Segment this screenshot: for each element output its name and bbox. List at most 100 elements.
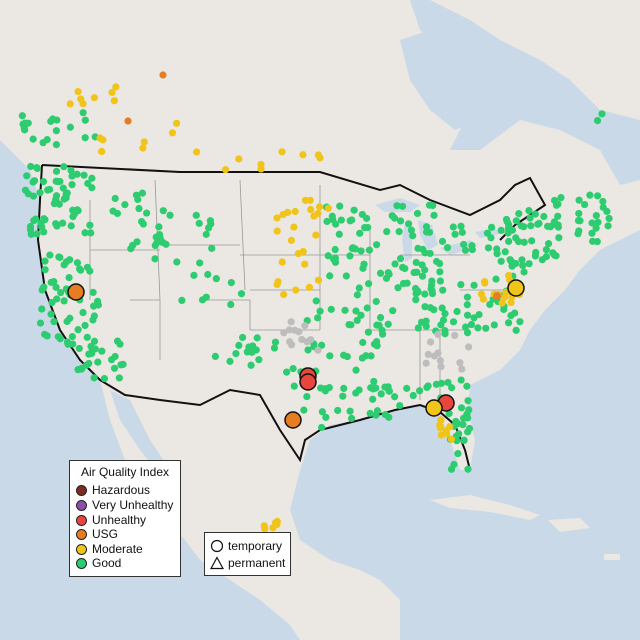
station-marker bbox=[384, 269, 392, 277]
station-marker bbox=[366, 409, 374, 417]
station-marker bbox=[226, 357, 234, 365]
station-marker bbox=[119, 360, 127, 368]
station-marker bbox=[280, 290, 288, 299]
aqi-legend: Air Quality Index Hazardous Very Unhealt… bbox=[69, 460, 181, 577]
station-marker bbox=[593, 192, 602, 200]
station-marker bbox=[270, 344, 279, 352]
station-marker bbox=[467, 320, 476, 329]
station-marker bbox=[457, 222, 465, 230]
station-marker bbox=[168, 129, 177, 137]
station-marker bbox=[477, 290, 486, 298]
moderate-station-marker bbox=[425, 399, 443, 417]
station-marker bbox=[39, 177, 48, 186]
station-marker bbox=[178, 296, 186, 304]
station-marker bbox=[342, 272, 350, 280]
station-marker bbox=[407, 226, 416, 234]
puerto-rico bbox=[604, 554, 620, 560]
station-marker bbox=[312, 297, 320, 305]
station-marker bbox=[52, 192, 61, 200]
station-marker bbox=[159, 207, 167, 215]
station-marker bbox=[498, 299, 506, 307]
station-marker bbox=[464, 428, 472, 436]
station-marker bbox=[60, 163, 68, 171]
us-border bbox=[36, 164, 547, 471]
station-marker bbox=[202, 230, 210, 238]
station-marker bbox=[326, 272, 334, 280]
station-marker bbox=[393, 202, 401, 210]
station-marker bbox=[289, 364, 297, 373]
legend-label: Unhealthy bbox=[92, 513, 147, 527]
station-marker bbox=[290, 223, 298, 231]
station-marker bbox=[94, 358, 102, 366]
station-marker bbox=[398, 202, 407, 210]
station-marker bbox=[291, 207, 299, 216]
station-marker bbox=[86, 267, 94, 275]
station-marker bbox=[445, 409, 453, 418]
station-marker bbox=[245, 343, 253, 351]
station-marker bbox=[409, 232, 417, 240]
station-marker bbox=[528, 237, 536, 245]
station-marker bbox=[287, 318, 295, 326]
station-marker bbox=[430, 211, 438, 219]
station-marker bbox=[274, 278, 282, 286]
station-marker bbox=[66, 123, 74, 131]
station-marker bbox=[348, 244, 356, 253]
station-marker bbox=[62, 258, 71, 266]
station-marker bbox=[38, 305, 46, 313]
station-marker bbox=[98, 147, 106, 156]
station-marker bbox=[576, 217, 584, 225]
station-marker bbox=[526, 214, 534, 222]
station-marker bbox=[260, 522, 268, 530]
station-marker bbox=[37, 219, 45, 227]
station-marker bbox=[248, 348, 256, 356]
station-marker bbox=[30, 216, 38, 225]
station-marker bbox=[173, 258, 181, 266]
gulf-of-california bbox=[110, 390, 170, 475]
usg-station-marker bbox=[159, 71, 167, 79]
station-marker bbox=[138, 218, 146, 226]
station-marker bbox=[85, 359, 93, 368]
station-marker bbox=[99, 136, 107, 144]
station-marker bbox=[221, 165, 230, 174]
station-marker bbox=[470, 281, 478, 289]
station-marker bbox=[437, 431, 445, 439]
station-marker bbox=[172, 119, 181, 127]
station-marker bbox=[449, 223, 457, 231]
station-marker bbox=[352, 366, 360, 374]
station-marker bbox=[412, 296, 420, 304]
station-marker bbox=[432, 257, 441, 266]
station-marker bbox=[74, 326, 82, 334]
station-marker bbox=[412, 258, 420, 267]
station-marker bbox=[21, 186, 30, 194]
station-marker bbox=[109, 207, 117, 215]
type-item-temporary: temporary bbox=[210, 539, 282, 553]
station-marker bbox=[461, 246, 470, 254]
station-marker bbox=[291, 326, 299, 334]
station-marker bbox=[65, 273, 73, 282]
station-marker bbox=[441, 330, 449, 338]
station-marker bbox=[422, 223, 431, 231]
station-marker bbox=[511, 309, 519, 317]
station-marker bbox=[367, 352, 375, 360]
station-marker bbox=[360, 260, 368, 268]
station-marker bbox=[443, 243, 452, 252]
station-marker bbox=[531, 210, 539, 218]
usg-station-marker bbox=[67, 283, 85, 301]
station-marker bbox=[310, 212, 318, 220]
station-marker bbox=[143, 209, 151, 217]
station-marker bbox=[463, 293, 472, 301]
legend-title: Air Quality Index bbox=[80, 465, 170, 479]
station-marker bbox=[33, 164, 41, 172]
station-marker bbox=[527, 222, 535, 230]
type-label: permanent bbox=[228, 556, 286, 570]
station-marker bbox=[432, 380, 441, 388]
station-marker bbox=[458, 228, 466, 236]
station-marker bbox=[60, 297, 68, 305]
station-marker bbox=[391, 260, 399, 268]
station-marker bbox=[303, 392, 311, 401]
station-marker bbox=[501, 248, 509, 256]
station-marker bbox=[390, 214, 399, 222]
station-marker bbox=[57, 288, 65, 297]
station-marker bbox=[156, 234, 164, 242]
station-marker bbox=[451, 331, 459, 339]
